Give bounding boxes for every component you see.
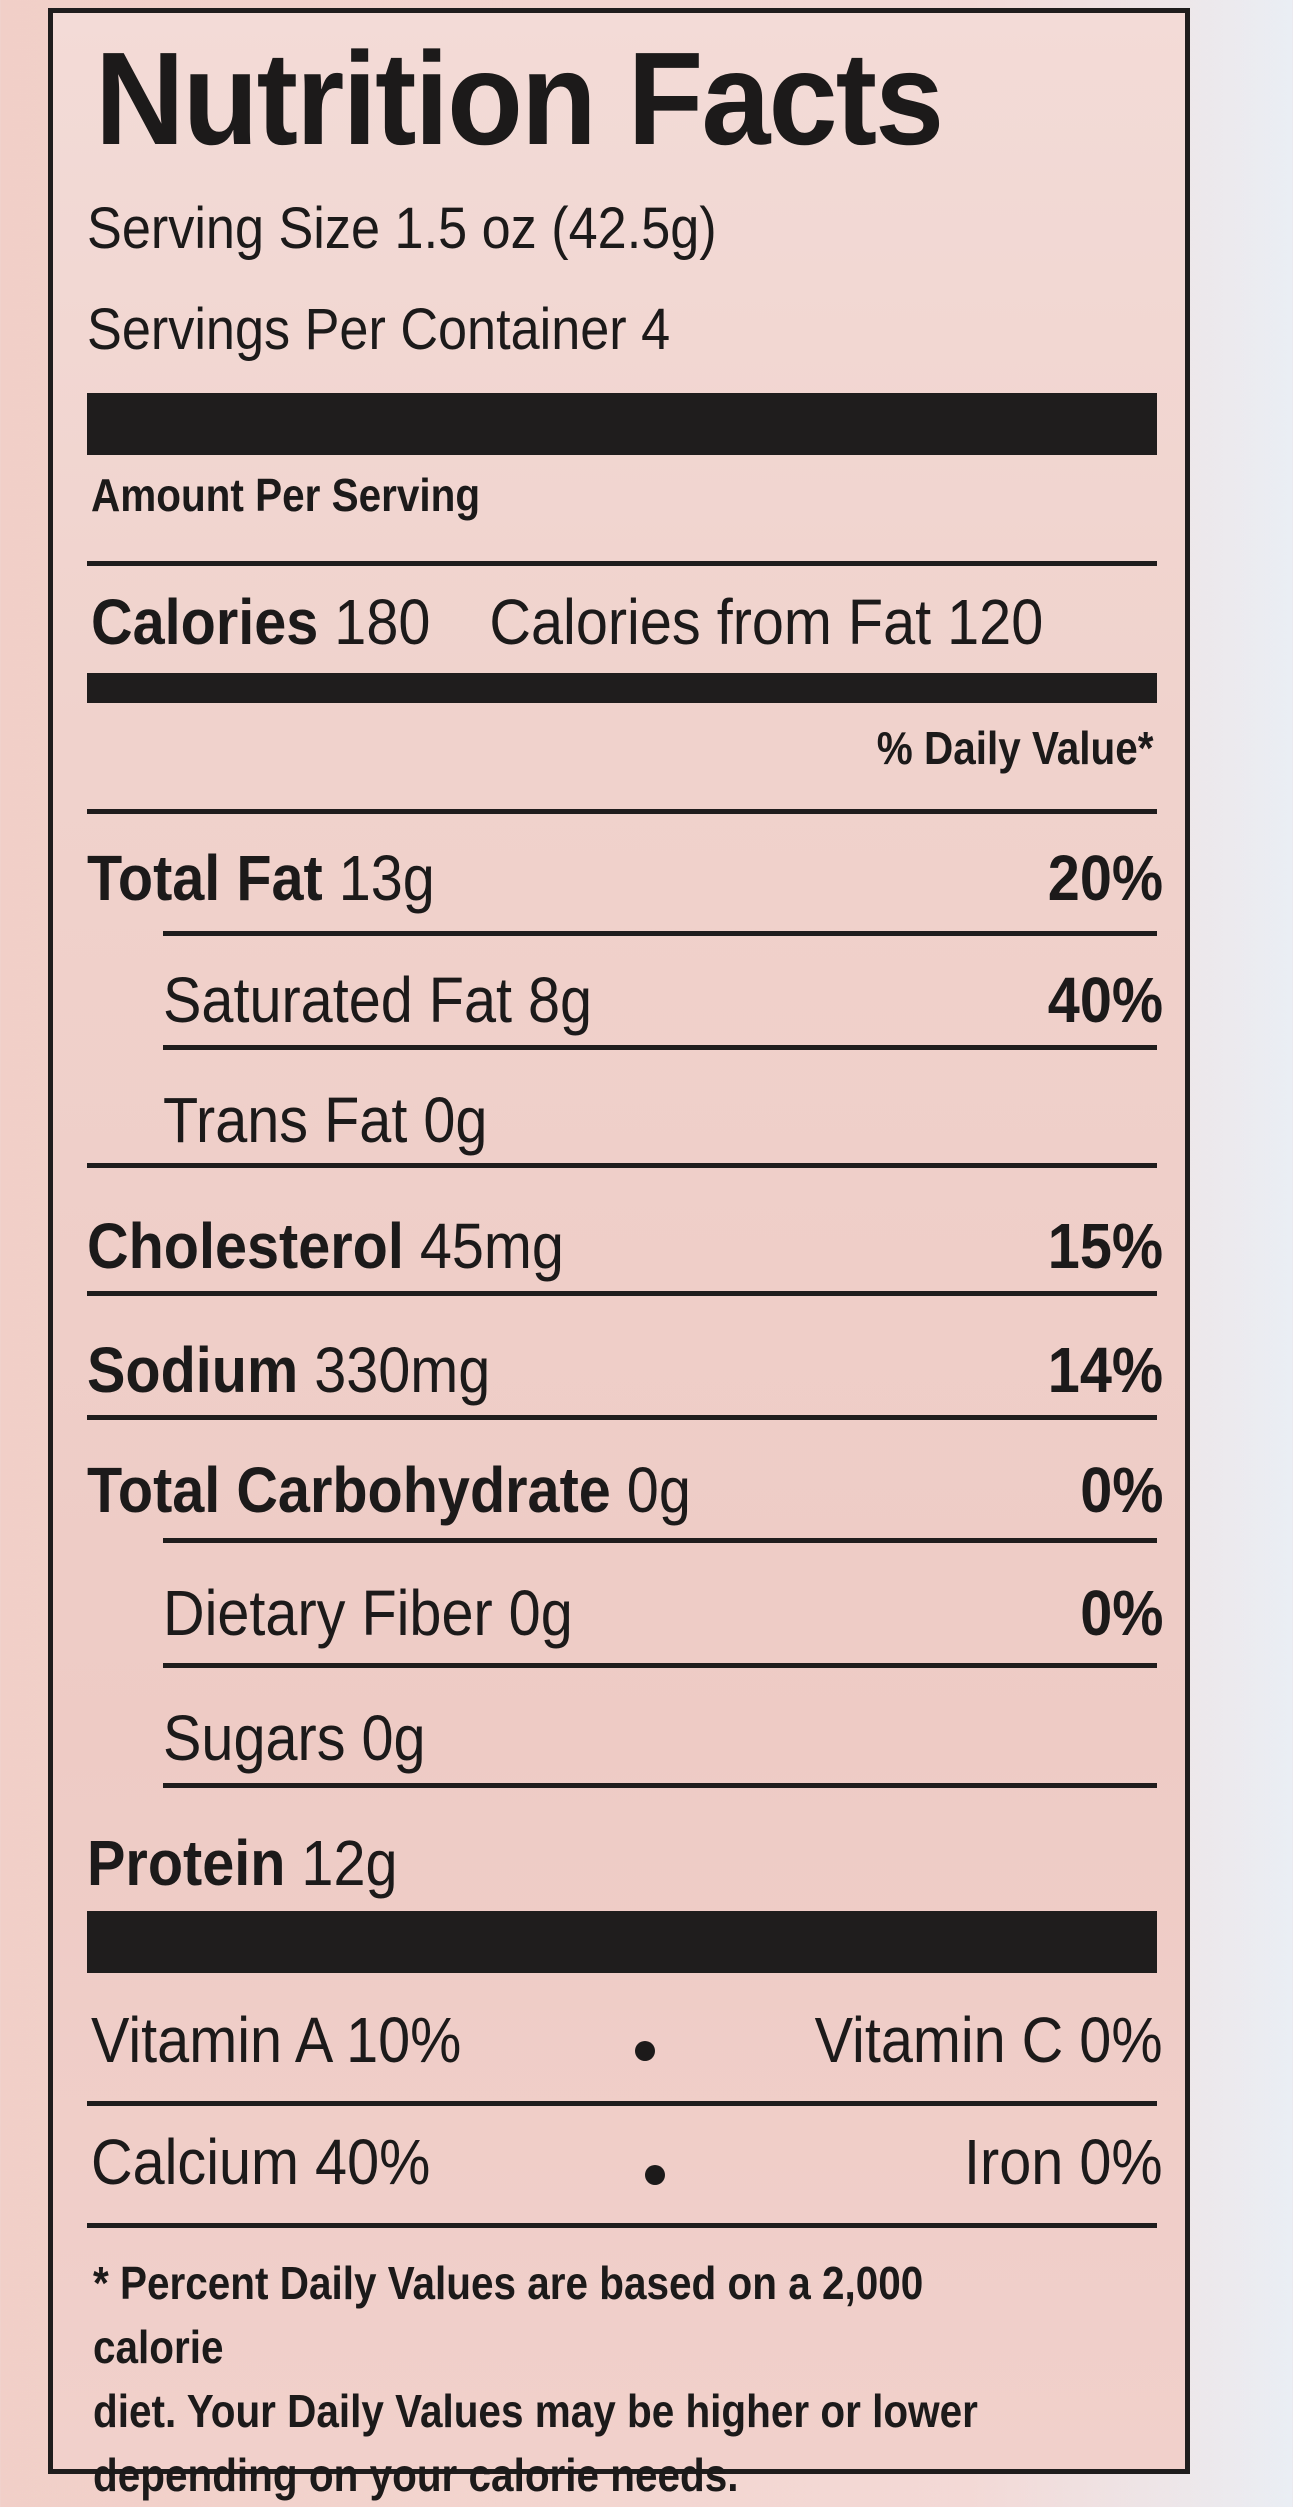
nutrient-row-total-fat: Total Fat 13g 20% [53, 823, 1185, 923]
separator-dot [645, 2165, 665, 2185]
nutrient-dv: 20% [1047, 842, 1163, 914]
vitamin-a: Vitamin A 10% [91, 2004, 462, 2076]
nutrient-amount: 8g [528, 964, 593, 1036]
row-divider [163, 1663, 1157, 1668]
row-divider [87, 2101, 1157, 2106]
row-divider [87, 2223, 1157, 2228]
nutrient-row-sugars: Sugars 0g [53, 1683, 1185, 1783]
amount-per-serving: Amount Per Serving [91, 469, 481, 521]
medium-divider [87, 673, 1157, 703]
nutrient-amount: 0g [508, 1577, 573, 1649]
nutrient-row-trans-fat: Trans Fat 0g [53, 1065, 1185, 1165]
nutrient-row-protein: Protein 12g [53, 1808, 1185, 1908]
calcium: Calcium 40% [91, 2126, 431, 2198]
row-divider [87, 1163, 1157, 1168]
serving-size: Serving Size 1.5 oz (42.5g) [87, 196, 717, 261]
thick-divider-top [87, 393, 1157, 455]
nutrient-row-dietary-fiber: Dietary Fiber 0g 0% [53, 1558, 1185, 1658]
row-divider [163, 1045, 1157, 1050]
label-title: Nutrition Facts [95, 25, 944, 172]
row-divider [163, 931, 1157, 936]
nutrient-row-sodium: Sodium 330mg 14% [53, 1315, 1185, 1415]
nutrient-amount: 12g [301, 1827, 398, 1899]
thick-divider-bottom [87, 1911, 1157, 1973]
servings-per-container: Servings Per Container 4 [87, 297, 671, 362]
nutrient-row-total-carbohydrate: Total Carbohydrate 0g 0% [53, 1435, 1185, 1535]
nutrition-facts-panel: Nutrition Facts Serving Size 1.5 oz (42.… [48, 8, 1190, 2501]
vitamin-c: Vitamin C 0% [815, 2004, 1163, 2076]
calories-label: Calories [91, 586, 319, 658]
nutrient-name: Dietary Fiber [163, 1577, 493, 1649]
separator-dot [635, 2041, 655, 2061]
nutrient-row-cholesterol: Cholesterol 45mg 15% [53, 1191, 1185, 1291]
nutrient-amount: 0g [423, 1084, 488, 1156]
nutrient-name: Trans Fat [163, 1084, 408, 1156]
nutrient-name: Protein [87, 1827, 286, 1899]
row-divider [87, 1415, 1157, 1420]
thin-divider [87, 809, 1157, 814]
nutrient-amount: 0g [626, 1454, 691, 1526]
nutrient-row-saturated-fat: Saturated Fat 8g 40% [53, 945, 1185, 1045]
nutrient-dv: 0% [1079, 1577, 1163, 1649]
nutrient-amount: 45mg [419, 1210, 564, 1282]
nutrient-amount: 13g [338, 842, 435, 914]
calories-line: Calories 180 Calories from Fat 120 [91, 585, 1043, 659]
nutrient-name: Cholesterol [87, 1210, 404, 1282]
nutrient-name: Sugars [163, 1702, 346, 1774]
nutrient-dv: 0% [1079, 1454, 1163, 1526]
row-divider [163, 1538, 1157, 1543]
calories-from-fat: Calories from Fat 120 [489, 586, 1044, 658]
nutrient-name: Total Fat [87, 842, 323, 914]
nutrient-dv: 15% [1047, 1210, 1163, 1282]
thin-divider [87, 561, 1157, 566]
nutrient-dv: 40% [1047, 964, 1163, 1036]
row-divider [163, 1783, 1157, 1788]
calories-value: 180 [334, 586, 431, 658]
nutrient-name: Sodium [87, 1334, 299, 1406]
nutrient-amount: 330mg [314, 1334, 491, 1406]
daily-value-header: % Daily Value* [876, 722, 1153, 774]
row-divider [87, 1291, 1157, 1296]
nutrient-dv: 14% [1047, 1334, 1163, 1406]
nutrient-name: Saturated Fat [163, 964, 513, 1036]
nutrient-amount: 0g [361, 1702, 426, 1774]
iron: Iron 0% [964, 2126, 1163, 2198]
nutrient-name: Total Carbohydrate [87, 1454, 611, 1526]
footnote: * Percent Daily Values are based on a 2,… [93, 2257, 978, 2501]
